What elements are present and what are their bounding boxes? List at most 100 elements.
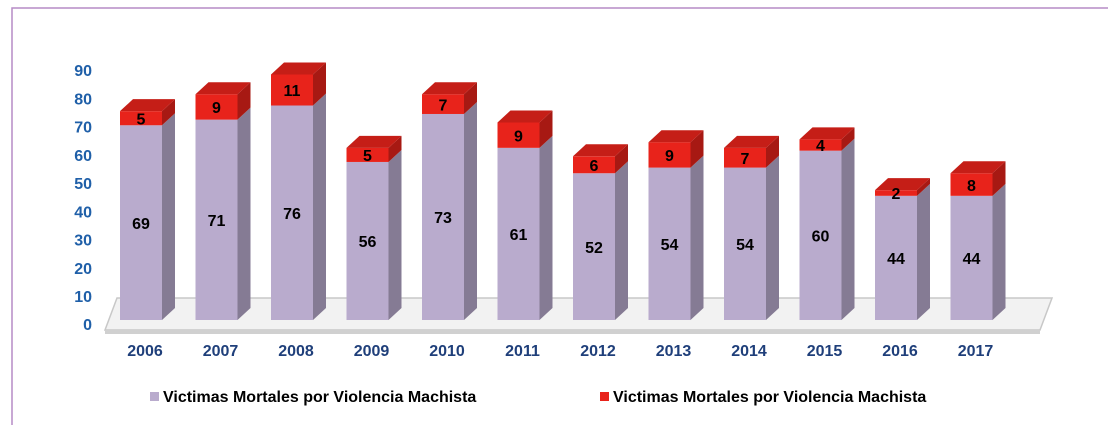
bar-side bbox=[162, 113, 175, 321]
y-tick-label: 50 bbox=[74, 176, 92, 193]
bar-top bbox=[120, 99, 175, 112]
bar bbox=[271, 105, 313, 320]
y-tick-label: 90 bbox=[74, 63, 92, 80]
bar bbox=[950, 173, 993, 196]
bar-side bbox=[615, 144, 628, 174]
y-tick-label: 40 bbox=[74, 204, 92, 221]
bar-top bbox=[195, 82, 251, 95]
x-tick-label: 2016 bbox=[882, 343, 918, 360]
value-label: 5 bbox=[137, 111, 146, 128]
y-tick-label: 30 bbox=[74, 233, 92, 250]
bar-top bbox=[271, 62, 326, 75]
x-tick-label: 2014 bbox=[731, 343, 767, 360]
bar-side bbox=[841, 138, 855, 320]
bar-side bbox=[388, 149, 402, 320]
bar bbox=[799, 139, 842, 151]
bar bbox=[724, 167, 766, 320]
value-label: 7 bbox=[741, 151, 750, 168]
y-tick-label: 80 bbox=[74, 91, 92, 108]
bar-side bbox=[766, 155, 779, 320]
bar-side bbox=[388, 135, 402, 162]
bar-top bbox=[950, 161, 1006, 174]
value-label: 5 bbox=[363, 148, 372, 165]
value-label: 8 bbox=[967, 178, 976, 195]
bar bbox=[271, 74, 313, 106]
bar-side bbox=[917, 183, 930, 320]
bar bbox=[120, 111, 162, 126]
bar-side bbox=[690, 130, 704, 168]
bar-side bbox=[464, 82, 477, 114]
bar-side bbox=[615, 161, 628, 320]
bar-side bbox=[237, 82, 251, 120]
value-label: 56 bbox=[359, 234, 377, 251]
value-label: 61 bbox=[510, 227, 528, 244]
value-label: 9 bbox=[514, 128, 523, 145]
value-label: 9 bbox=[212, 100, 221, 117]
bar-top bbox=[648, 130, 704, 143]
bar-side bbox=[313, 93, 326, 320]
bar-side bbox=[690, 155, 704, 320]
bar bbox=[497, 147, 540, 320]
value-label: 2 bbox=[892, 186, 901, 203]
bar-side bbox=[162, 99, 175, 126]
bar bbox=[422, 113, 464, 320]
bar bbox=[573, 173, 615, 320]
frame bbox=[11, 7, 1108, 425]
bar-side bbox=[766, 135, 779, 168]
bar bbox=[648, 142, 691, 168]
y-tick-label: 70 bbox=[74, 120, 92, 137]
x-tick-label: 2006 bbox=[127, 343, 163, 360]
bar bbox=[950, 195, 993, 320]
bar bbox=[195, 94, 238, 120]
bar bbox=[346, 147, 389, 162]
value-label: 54 bbox=[661, 237, 679, 254]
x-tick-label: 2012 bbox=[580, 343, 616, 360]
bar-side bbox=[917, 178, 930, 196]
bar-side bbox=[992, 161, 1006, 196]
bar bbox=[799, 150, 842, 320]
bar bbox=[875, 195, 917, 320]
bar bbox=[648, 167, 691, 320]
value-label: 11 bbox=[284, 83, 301, 100]
floor-edge bbox=[105, 330, 1040, 334]
value-label: 4 bbox=[816, 138, 825, 155]
value-label: 60 bbox=[812, 229, 830, 246]
bar-top bbox=[573, 144, 628, 157]
legend-label: Victimas Mortales por Violencia Machista bbox=[613, 389, 926, 406]
legend-swatch bbox=[600, 392, 609, 401]
x-tick-label: 2008 bbox=[278, 343, 314, 360]
bar-top bbox=[724, 135, 779, 148]
value-label: 54 bbox=[736, 237, 754, 254]
bar-side bbox=[539, 135, 553, 320]
y-tick-label: 10 bbox=[74, 289, 92, 306]
bar-top bbox=[497, 110, 553, 123]
bar bbox=[195, 119, 238, 320]
bar bbox=[497, 122, 540, 148]
x-tick-label: 2009 bbox=[354, 343, 390, 360]
y-tick-label: 60 bbox=[74, 148, 92, 165]
x-tick-label: 2007 bbox=[203, 343, 239, 360]
value-label: 44 bbox=[887, 251, 905, 268]
value-label: 9 bbox=[665, 148, 674, 165]
bar-top bbox=[346, 135, 402, 148]
x-tick-label: 2017 bbox=[958, 343, 994, 360]
bar bbox=[346, 161, 389, 320]
bar-side bbox=[539, 110, 553, 148]
value-label: 69 bbox=[132, 216, 150, 233]
x-tick-label: 2013 bbox=[656, 343, 692, 360]
bar bbox=[875, 190, 917, 196]
bar-side bbox=[464, 101, 477, 320]
y-tick-label: 20 bbox=[74, 261, 92, 278]
legend-label: Victimas Mortales por Violencia Machista bbox=[163, 389, 476, 406]
value-label: 71 bbox=[208, 213, 226, 230]
value-label: 7 bbox=[439, 97, 448, 114]
y-tick-label: 0 bbox=[83, 317, 92, 334]
bar-side bbox=[313, 62, 326, 106]
value-label: 6 bbox=[590, 158, 599, 175]
value-label: 52 bbox=[585, 240, 603, 257]
value-label: 73 bbox=[434, 210, 452, 227]
bar bbox=[120, 125, 162, 321]
bar-top bbox=[875, 178, 930, 191]
